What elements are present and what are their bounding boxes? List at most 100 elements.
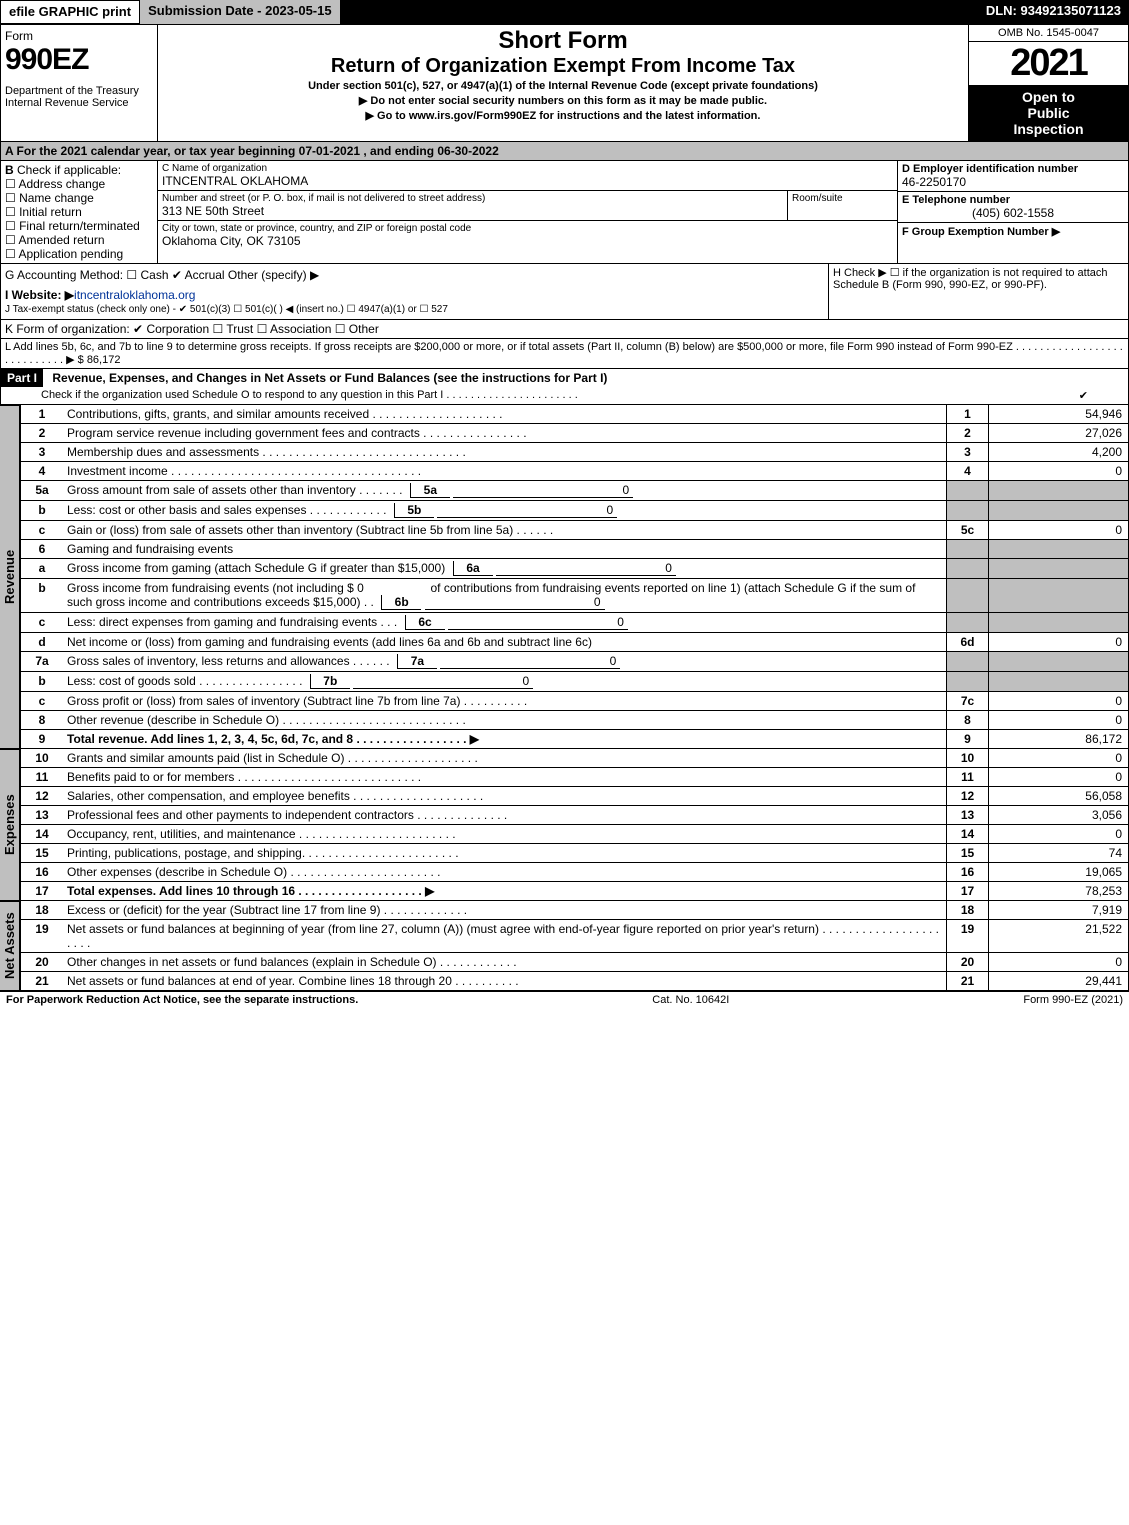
line-15-val: 74 [988,844,1128,862]
form-header: Form 990EZ Department of the Treasury In… [0,24,1129,142]
check-icon: ✔ [1079,389,1088,402]
line-8-val: 0 [988,711,1128,729]
omb-number: OMB No. 1545-0047 [969,25,1128,42]
part-1-title: Revenue, Expenses, and Changes in Net As… [46,371,607,385]
line-7b: Less: cost of goods sold . . . . . . . .… [63,672,946,691]
room-suite: Room/suite [787,191,897,220]
form-number: 990EZ [5,43,153,77]
opt-name-change[interactable]: ☐ Name change [5,191,153,205]
line-18: Excess or (deficit) for the year (Subtra… [63,901,946,919]
efile-label[interactable]: efile GRAPHIC print [0,0,140,24]
sections-g-h: G Accounting Method: ☐ Cash ✔ Accrual Ot… [0,264,1129,320]
line-1: Contributions, gifts, grants, and simila… [63,405,946,423]
line-9: Total revenue. Add lines 1, 2, 3, 4, 5c,… [63,730,946,748]
line-2-val: 27,026 [988,424,1128,442]
phone-label: E Telephone number [902,194,1124,206]
line-5b: Less: cost or other basis and sales expe… [63,501,946,520]
irs-label: Internal Revenue Service [5,97,153,109]
line-17-val: 78,253 [988,882,1128,900]
line-3-val: 4,200 [988,443,1128,461]
ein-label: D Employer identification number [902,163,1124,175]
line-6d-val: 0 [988,633,1128,651]
subtitle: Under section 501(c), 527, or 4947(a)(1)… [164,80,962,92]
line-4: Investment income . . . . . . . . . . . … [63,462,946,480]
title-short-form: Short Form [164,27,962,55]
footer-right: Form 990-EZ (2021) [1023,994,1123,1006]
line-4-val: 0 [988,462,1128,480]
section-h: H Check ▶ ☐ if the organization is not r… [828,264,1128,319]
line-8: Other revenue (describe in Schedule O) .… [63,711,946,729]
opt-pending[interactable]: ☐ Application pending [5,247,153,261]
section-b-label: B [5,163,14,177]
name-label: C Name of organization [162,163,893,174]
part-1-header: Part I Revenue, Expenses, and Changes in… [0,369,1129,405]
revenue-tab: Revenue [0,405,20,749]
accounting-method: G Accounting Method: ☐ Cash ✔ Accrual Ot… [5,268,824,282]
group-exemption: F Group Exemption Number ▶ [902,225,1124,238]
line-1-val: 54,946 [988,405,1128,423]
line-12: Salaries, other compensation, and employ… [63,787,946,805]
line-2: Program service revenue including govern… [63,424,946,442]
top-bar: efile GRAPHIC print Submission Date - 20… [0,0,1129,24]
line-5a: Gross amount from sale of assets other t… [63,481,946,500]
line-17: Total expenses. Add lines 10 through 16 … [63,882,946,900]
part-1-label: Part I [1,369,43,387]
footer-mid: Cat. No. 10642I [358,994,1023,1006]
line-16-val: 19,065 [988,863,1128,881]
line-21: Net assets or fund balances at end of ye… [63,972,946,990]
line-20-val: 0 [988,953,1128,971]
addr-label: Number and street (or P. O. box, if mail… [162,193,783,204]
line-10: Grants and similar amounts paid (list in… [63,749,946,767]
line-6a: Gross income from gaming (attach Schedul… [63,559,946,578]
form-word: Form [5,29,153,43]
page-footer: For Paperwork Reduction Act Notice, see … [0,991,1129,1008]
part-1-check: Check if the organization used Schedule … [41,389,1079,402]
section-l: L Add lines 5b, 6c, and 7b to line 9 to … [0,339,1129,369]
line-11-val: 0 [988,768,1128,786]
line-19-val: 21,522 [988,920,1128,952]
line-14: Occupancy, rent, utilities, and maintena… [63,825,946,843]
org-name: ITNCENTRAL OKLAHOMA [162,174,893,188]
line-5c-val: 0 [988,521,1128,539]
tax-exempt-status: J Tax-exempt status (check only one) - ✔… [5,304,824,315]
open-to-public: Open toPublicInspection [969,85,1128,141]
line-3: Membership dues and assessments . . . . … [63,443,946,461]
line-14-val: 0 [988,825,1128,843]
line-7a: Gross sales of inventory, less returns a… [63,652,946,671]
line-7c: Gross profit or (loss) from sales of inv… [63,692,946,710]
street-address: 313 NE 50th Street [162,204,783,218]
line-7c-val: 0 [988,692,1128,710]
line-5c: Gain or (loss) from sale of assets other… [63,521,946,539]
opt-final-return[interactable]: ☐ Final return/terminated [5,219,153,233]
line-9-val: 86,172 [988,730,1128,748]
sections-b-through-f: B Check if applicable: ☐ Address change … [0,161,1129,264]
line-19: Net assets or fund balances at beginning… [63,920,946,952]
ein-value: 46-2250170 [902,175,1124,189]
website-label: I Website: ▶ [5,288,74,302]
dln: DLN: 93492135071123 [978,0,1129,24]
opt-address-change[interactable]: ☐ Address change [5,177,153,191]
dept-treasury: Department of the Treasury [5,85,153,97]
city-state-zip: Oklahoma City, OK 73105 [162,234,893,248]
line-6: Gaming and fundraising events [63,540,946,558]
goto-link[interactable]: ▶ Go to www.irs.gov/Form990EZ for instru… [164,109,962,122]
line-12-val: 56,058 [988,787,1128,805]
website-link[interactable]: itncentraloklahoma.org [74,288,195,302]
phone-value: (405) 602-1558 [902,206,1124,220]
warning: ▶ Do not enter social security numbers o… [164,94,962,107]
submission-date: Submission Date - 2023-05-15 [140,0,340,24]
opt-amended[interactable]: ☐ Amended return [5,233,153,247]
section-k: K Form of organization: ✔ Corporation ☐ … [0,320,1129,339]
line-15: Printing, publications, postage, and shi… [63,844,946,862]
footer-left: For Paperwork Reduction Act Notice, see … [6,994,358,1006]
line-18-val: 7,919 [988,901,1128,919]
line-6b: Gross income from fundraising events (no… [63,579,946,612]
line-20: Other changes in net assets or fund bala… [63,953,946,971]
net-assets-tab: Net Assets [0,901,20,991]
line-11: Benefits paid to or for members . . . . … [63,768,946,786]
line-13-val: 3,056 [988,806,1128,824]
opt-initial-return[interactable]: ☐ Initial return [5,205,153,219]
line-6c: Less: direct expenses from gaming and fu… [63,613,946,632]
title-return: Return of Organization Exempt From Incom… [164,55,962,78]
line-6d: Net income or (loss) from gaming and fun… [63,633,946,651]
